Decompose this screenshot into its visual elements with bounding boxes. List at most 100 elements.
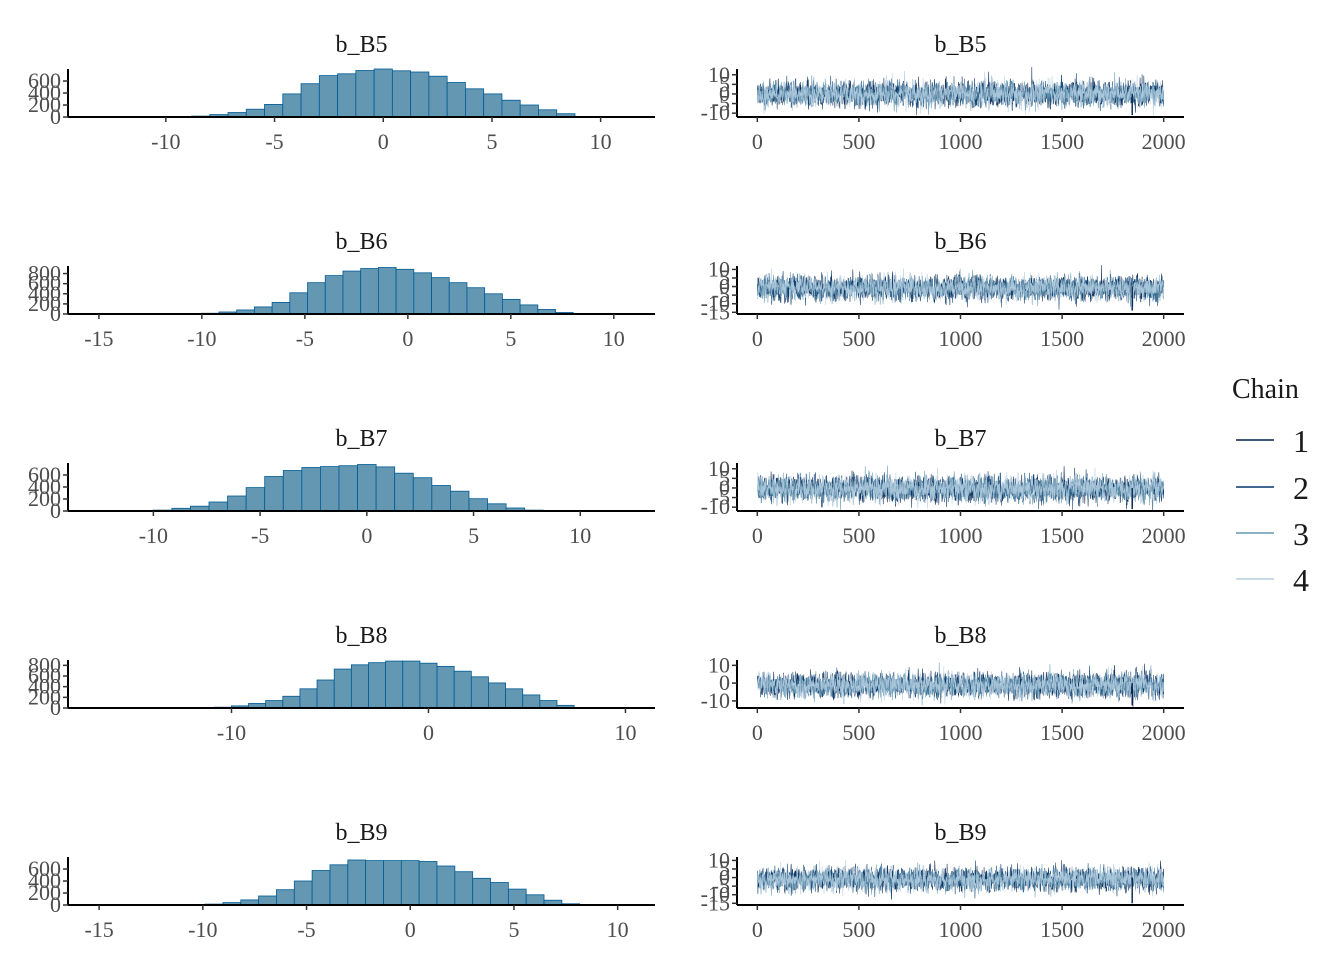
hist-b-b8-bar [333,668,352,709]
trace-b-b9-y-tick-label: 0 [719,865,730,890]
hist-b-b8-bar [265,700,284,709]
trace-b-b8-lines [757,662,1164,708]
trace-b-b6-title: b_B6 [934,229,986,255]
hist-b-b5-x-tick-label: -5 [265,129,283,154]
hist-b-b6-bar [466,287,486,315]
hist-b-b7-bar [320,466,340,512]
hist-b-b9-y-tick-label: 200 [28,880,61,905]
trace-b-b9-title: b_B9 [934,820,986,846]
hist-b-b9-bar [507,888,527,906]
hist-b-b9-bar [418,861,438,906]
hist-b-b7-bar [450,490,470,512]
hist-b-b6-bar [431,277,450,315]
hist-b-b9-x-tick-label: -15 [84,917,113,942]
trace-b-b7-x-tick-label: 1500 [1040,523,1084,548]
trace-b-b5-y-tick-label: 0 [719,81,730,106]
hist-b-b6-y-tick-label: 0 [50,301,61,326]
hist-b-b8-bar [299,688,318,709]
hist-b-b7-bar [468,498,488,512]
hist-b-b9-bar [383,860,402,906]
hist-b-b7-x-tick-label: 10 [569,523,591,548]
hist-b-b8-bar [436,666,455,709]
hist-b-b9-y-tick-label: 400 [28,868,61,893]
hist-b-b8-y-tick-label: 200 [28,684,61,709]
trace-b-b6-y-tick-label: -15 [701,299,730,324]
hist-b-b8-bar [282,695,301,709]
trace-b-b9-chain-4-line [757,859,1164,897]
trace-b-b6-y-tick-label: -5 [712,282,730,307]
hist-b-b8-title: b_B8 [335,623,387,649]
hist-b-b9-title: b_B9 [335,820,387,846]
trace-b-b7-x-tick-label: 0 [752,523,763,548]
legend-label-chain-1: 1 [1293,423,1309,459]
hist-b-b8-y-tick-label: 800 [28,652,61,677]
trace-b-b7-y-tick-label: 5 [719,465,730,490]
hist-b-b7-bar [245,487,266,512]
hist-b-b5-bar [300,83,320,118]
hist-b-b6-y-tick-label: 600 [28,271,61,296]
hist-b-b9-bar [436,865,456,906]
hist-b-b5-bar [446,82,466,118]
hist-b-b8-bar [488,682,506,709]
trace-b-b6-x-tick-label: 500 [842,326,875,351]
hist-b-b7-bar [487,503,507,512]
trace-b-b7-y-tick-label: 0 [719,475,730,500]
trace-b-b6-y-tick-label: 0 [719,274,730,299]
trace-b-b5-x-tick-label: 500 [842,129,875,154]
hist-b-b8-x-tick-label: 0 [423,720,434,745]
hist-b-b7-bar [227,495,247,512]
trace-b-b7-title: b_B7 [934,426,986,452]
trace-b-b8-title: b_B8 [934,623,986,649]
trace-b-b6-chain-4-line [757,268,1164,306]
hist-b-b8-y-tick-label: 0 [50,695,61,720]
legend-label-chain-2: 2 [1293,470,1309,506]
trace-b-b8-y-tick-label: 0 [719,670,730,695]
trace-b-b9-x-tick-label: 500 [842,917,875,942]
hist-b-b6-bar [289,292,308,315]
hist-b-b7-x-tick-label: -5 [251,523,269,548]
hist-b-b6-bar [324,275,344,315]
hist-b-b9-y-tick-label: 0 [50,892,61,917]
hist-b-b5-bar [391,70,412,118]
trace-b-b6-x-tick-label: 0 [752,326,763,351]
hist-b-b5-x-tick-label: 10 [590,129,612,154]
hist-b-b5-bar [465,88,485,118]
hist-b-b6-bar [484,293,503,315]
hist-b-b8-bar [539,700,558,709]
trace-b-b7-y-tick-label: -5 [712,485,730,510]
hist-b-b5-bar [410,71,430,118]
hist-b-b9-y-tick-label: 600 [28,856,61,881]
hist-b-b9-bar [258,895,277,906]
trace-b-b9-x-tick-label: 0 [752,917,763,942]
hist-b-b8-bar [368,662,387,709]
trace-b-b8-x-tick-label: 500 [842,720,875,745]
hist-b-b6-bar [395,268,415,315]
hist-b-b6-x-tick-label: -10 [187,326,216,351]
trace-b-b6-y-tick-label: 5 [719,265,730,290]
hist-b-b7-bar [357,464,377,512]
trace-b-b5-y-tick-label: 5 [719,71,730,96]
trace-b-b7-x-tick-label: 500 [842,523,875,548]
hist-b-b7-y-tick-label: 600 [28,462,61,487]
trace-b-b7-chain-4-line [757,467,1164,509]
hist-b-b6-bar [253,306,273,315]
hist-b-b5-bar [501,99,521,118]
hist-b-b7-bar [208,501,228,512]
hist-b-b7-x-tick-label: 5 [468,523,479,548]
trace-b-b7-lines [757,465,1164,511]
hist-b-b9-bar [400,860,420,906]
hist-b-b6-x-tick-label: -5 [296,326,314,351]
hist-b-b9-x-tick-label: 5 [508,917,519,942]
hist-b-b6-y-tick-label: 400 [28,281,61,306]
hist-b-b7-bar [338,465,358,512]
hist-b-b9-x-tick-label: -5 [297,917,315,942]
trace-b-b9-y-tick-label: -10 [701,882,730,907]
hist-b-b8-bar [453,670,472,709]
